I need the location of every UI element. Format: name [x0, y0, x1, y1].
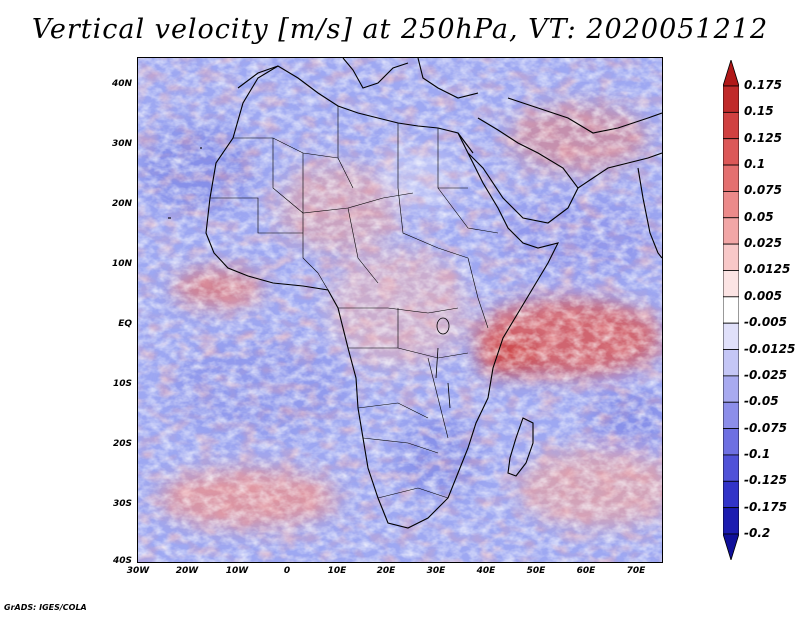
colorbar-box-16 [723, 480, 739, 509]
lon-label-10e: 10E [327, 566, 347, 576]
colorbar-label-10: -0.0125 [744, 341, 796, 356]
colorbar-label-4: 0.075 [744, 183, 782, 198]
country-borders [210, 106, 499, 499]
colorbar-box-14 [723, 428, 739, 456]
lon-label-50e: 50E [526, 566, 546, 576]
colorbar-box-6 [723, 217, 739, 245]
colorbar-box-9 [723, 296, 739, 324]
lon-label-40e: 40E [476, 566, 496, 576]
lon-label-30w: 30W [126, 566, 150, 576]
colorbar-label-5: 0.05 [744, 209, 774, 224]
map-title: Vertical velocity [m/s] at 250hPa, VT: 2… [31, 14, 769, 45]
colorbar-label-9: -0.005 [744, 315, 787, 330]
lon-label-0: 0 [283, 566, 291, 576]
lat-label-10n: 10N [111, 259, 132, 269]
colorbar-label-16: -0.175 [744, 499, 787, 514]
colorbar-box-0 [723, 60, 739, 87]
lat-label-30s: 30S [112, 499, 132, 509]
colorbar-label-2: 0.125 [744, 130, 782, 145]
lon-label-20w: 20W [175, 566, 199, 576]
lat-label-20n: 20N [111, 199, 132, 209]
colorbar-box-12 [723, 375, 739, 403]
colorbar-box-4 [723, 164, 739, 192]
colorbar-box-1 [723, 85, 739, 113]
colorbar-box-5 [723, 191, 739, 219]
red-texture [138, 58, 662, 562]
map-plot-area [137, 57, 663, 563]
colorbar-box-8 [723, 270, 739, 298]
colorbar-label-13: -0.075 [744, 420, 787, 435]
colorbar-box-11 [723, 349, 739, 377]
colorbar-boxes [723, 60, 739, 560]
colorbar-box-7 [723, 243, 739, 271]
grads-credit: GrADS: IGES/COLA [4, 603, 87, 612]
colorbar-label-12: -0.05 [744, 394, 779, 409]
colorbar [723, 60, 739, 560]
colorbar-box-3 [723, 138, 739, 166]
colorbar-label-11: -0.025 [744, 367, 787, 382]
colorbar-box-17 [723, 507, 739, 535]
lat-label-30n: 30N [111, 139, 132, 149]
colorbar-label-14: -0.1 [744, 446, 771, 461]
colorbar-label-8: 0.005 [744, 288, 782, 303]
colorbar-label-6: 0.025 [744, 236, 782, 251]
lon-label-20e: 20E [376, 566, 396, 576]
lat-label-20s: 20S [112, 439, 132, 449]
colorbar-label-15: -0.125 [744, 473, 787, 488]
colorbar-box-2 [723, 111, 739, 140]
lon-label-60e: 60E [576, 566, 596, 576]
colorbar-box-13 [723, 401, 739, 429]
colorbar-label-17: -0.2 [744, 526, 771, 540]
colorbar-label-3: 0.1 [744, 157, 766, 172]
colorbar-box-10 [723, 322, 739, 350]
lon-label-70e: 70E [626, 566, 646, 576]
vertical-velocity-map [138, 58, 662, 562]
lat-label-40s: 40S [112, 556, 132, 566]
lat-label-40n: 40N [111, 79, 132, 89]
colorbar-label-1: 0.15 [744, 104, 774, 119]
coastlines [168, 58, 662, 529]
colorbar-label-7: 0.0125 [744, 262, 791, 277]
lon-label-30e: 30E [426, 566, 446, 576]
lon-label-10w: 10W [225, 566, 249, 576]
colorbar-box-15 [723, 454, 739, 482]
lat-label-10s: 10S [112, 379, 132, 389]
lakes [435, 317, 451, 409]
colorbar-box-18 [723, 533, 739, 560]
colorbar-label-0: 0.175 [744, 78, 782, 92]
lat-label-eq: EQ [118, 319, 132, 329]
